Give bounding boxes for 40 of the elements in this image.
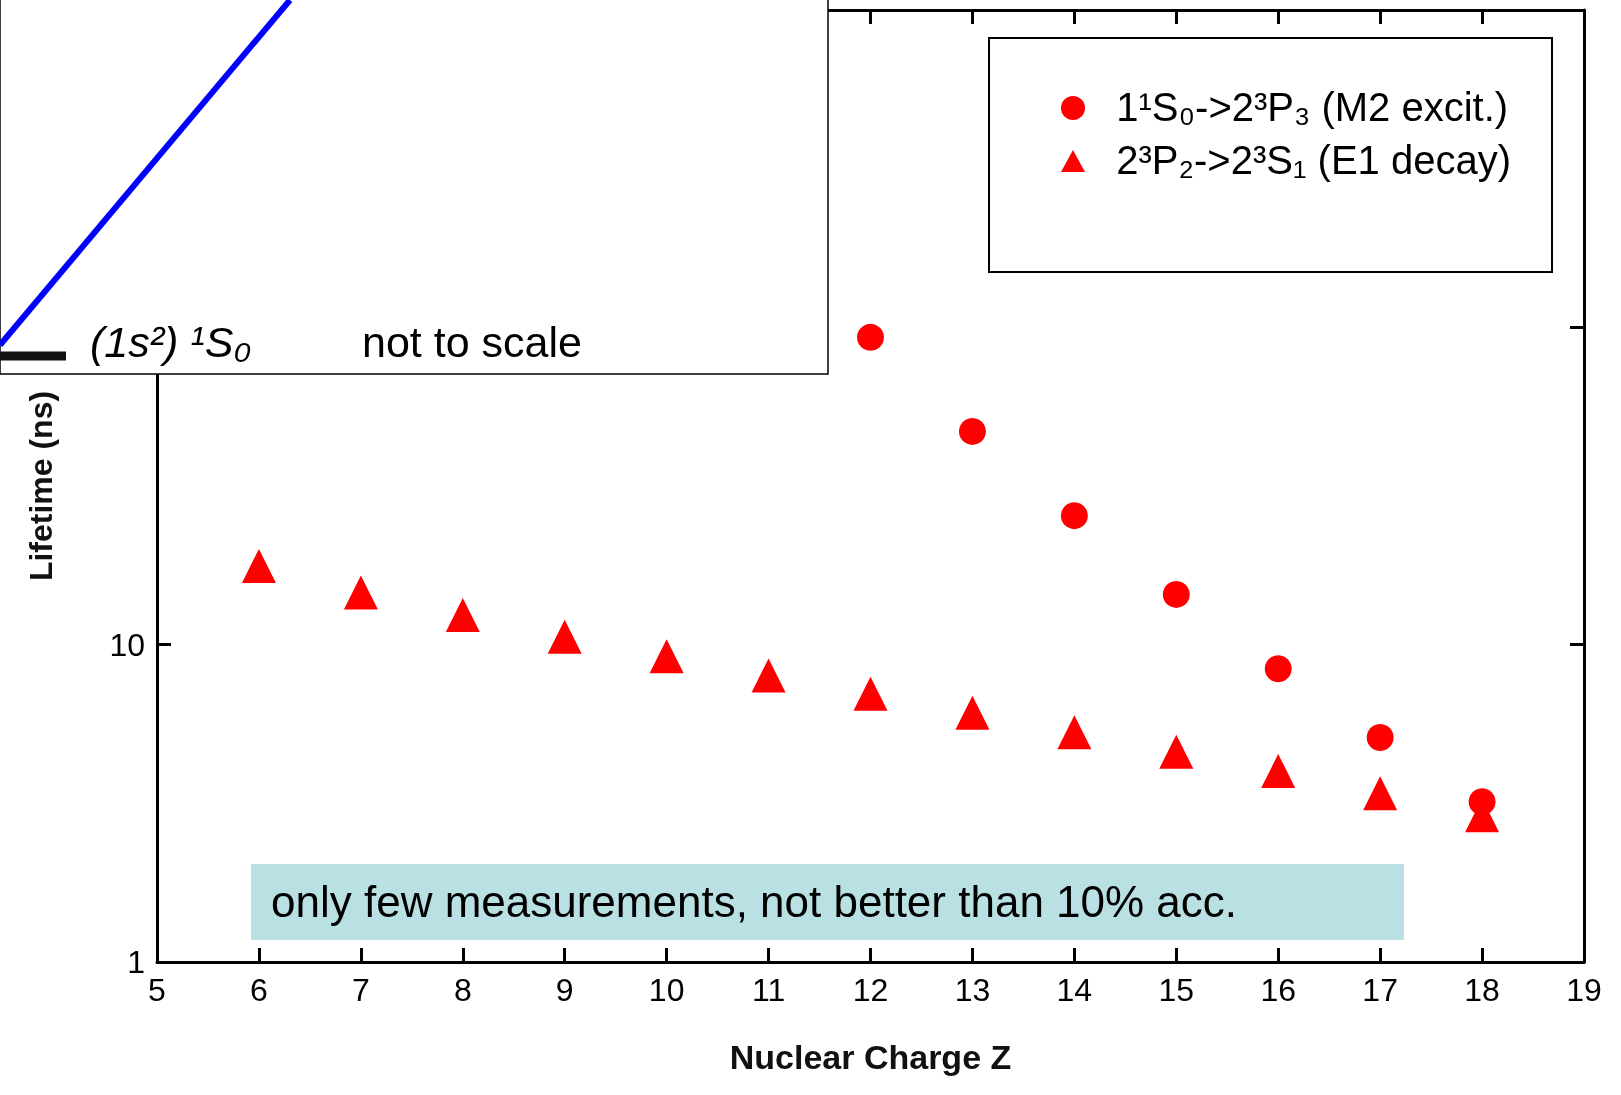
x-tick-label: 18 [1464,972,1500,1008]
x-tick-label: 10 [648,972,685,1008]
point [1159,734,1194,769]
x-axis-title: Nuclear Charge Z [729,1038,1012,1076]
legend-label: 1¹S₀->2³P₃ (M2 excit.) [1116,85,1509,130]
point [1261,753,1296,788]
point [445,598,480,633]
x-tick-label: 15 [1158,972,1195,1008]
point [958,417,986,445]
x-tick-label: 16 [1260,972,1297,1008]
point [1060,502,1088,530]
point [649,639,684,674]
point [1366,723,1394,751]
annotation: not to scale [362,318,582,367]
point [547,619,582,654]
x-tick-label: 8 [453,972,472,1008]
y-axis-title: Lifetime (ns) [23,390,59,582]
x-tick-label: 17 [1362,972,1398,1008]
point [857,323,884,351]
x-tick-label: 6 [250,972,268,1008]
x-tick-label: 12 [852,972,889,1008]
point [955,695,990,730]
point [1057,715,1092,750]
y-tick-label: 1 [127,944,145,980]
x-tick-label: 9 [555,972,574,1008]
x-tick-label: 19 [1566,972,1602,1008]
x-tick-label: 11 [751,972,786,1008]
legend-label: 2³P₂->2³S₁ (E1 decay) [1116,138,1511,183]
point [241,548,276,583]
point [1162,580,1190,608]
x-tick-label: 13 [954,972,991,1008]
point [751,658,786,693]
x-tick-label: 5 [148,972,166,1008]
annotation: (1s²) ¹S₀ [90,318,252,367]
x-tick-label: 14 [1056,972,1093,1008]
point [1363,776,1398,811]
x-tick-label: 7 [351,972,370,1008]
point [1264,655,1292,683]
point [853,676,888,711]
point [343,575,378,610]
